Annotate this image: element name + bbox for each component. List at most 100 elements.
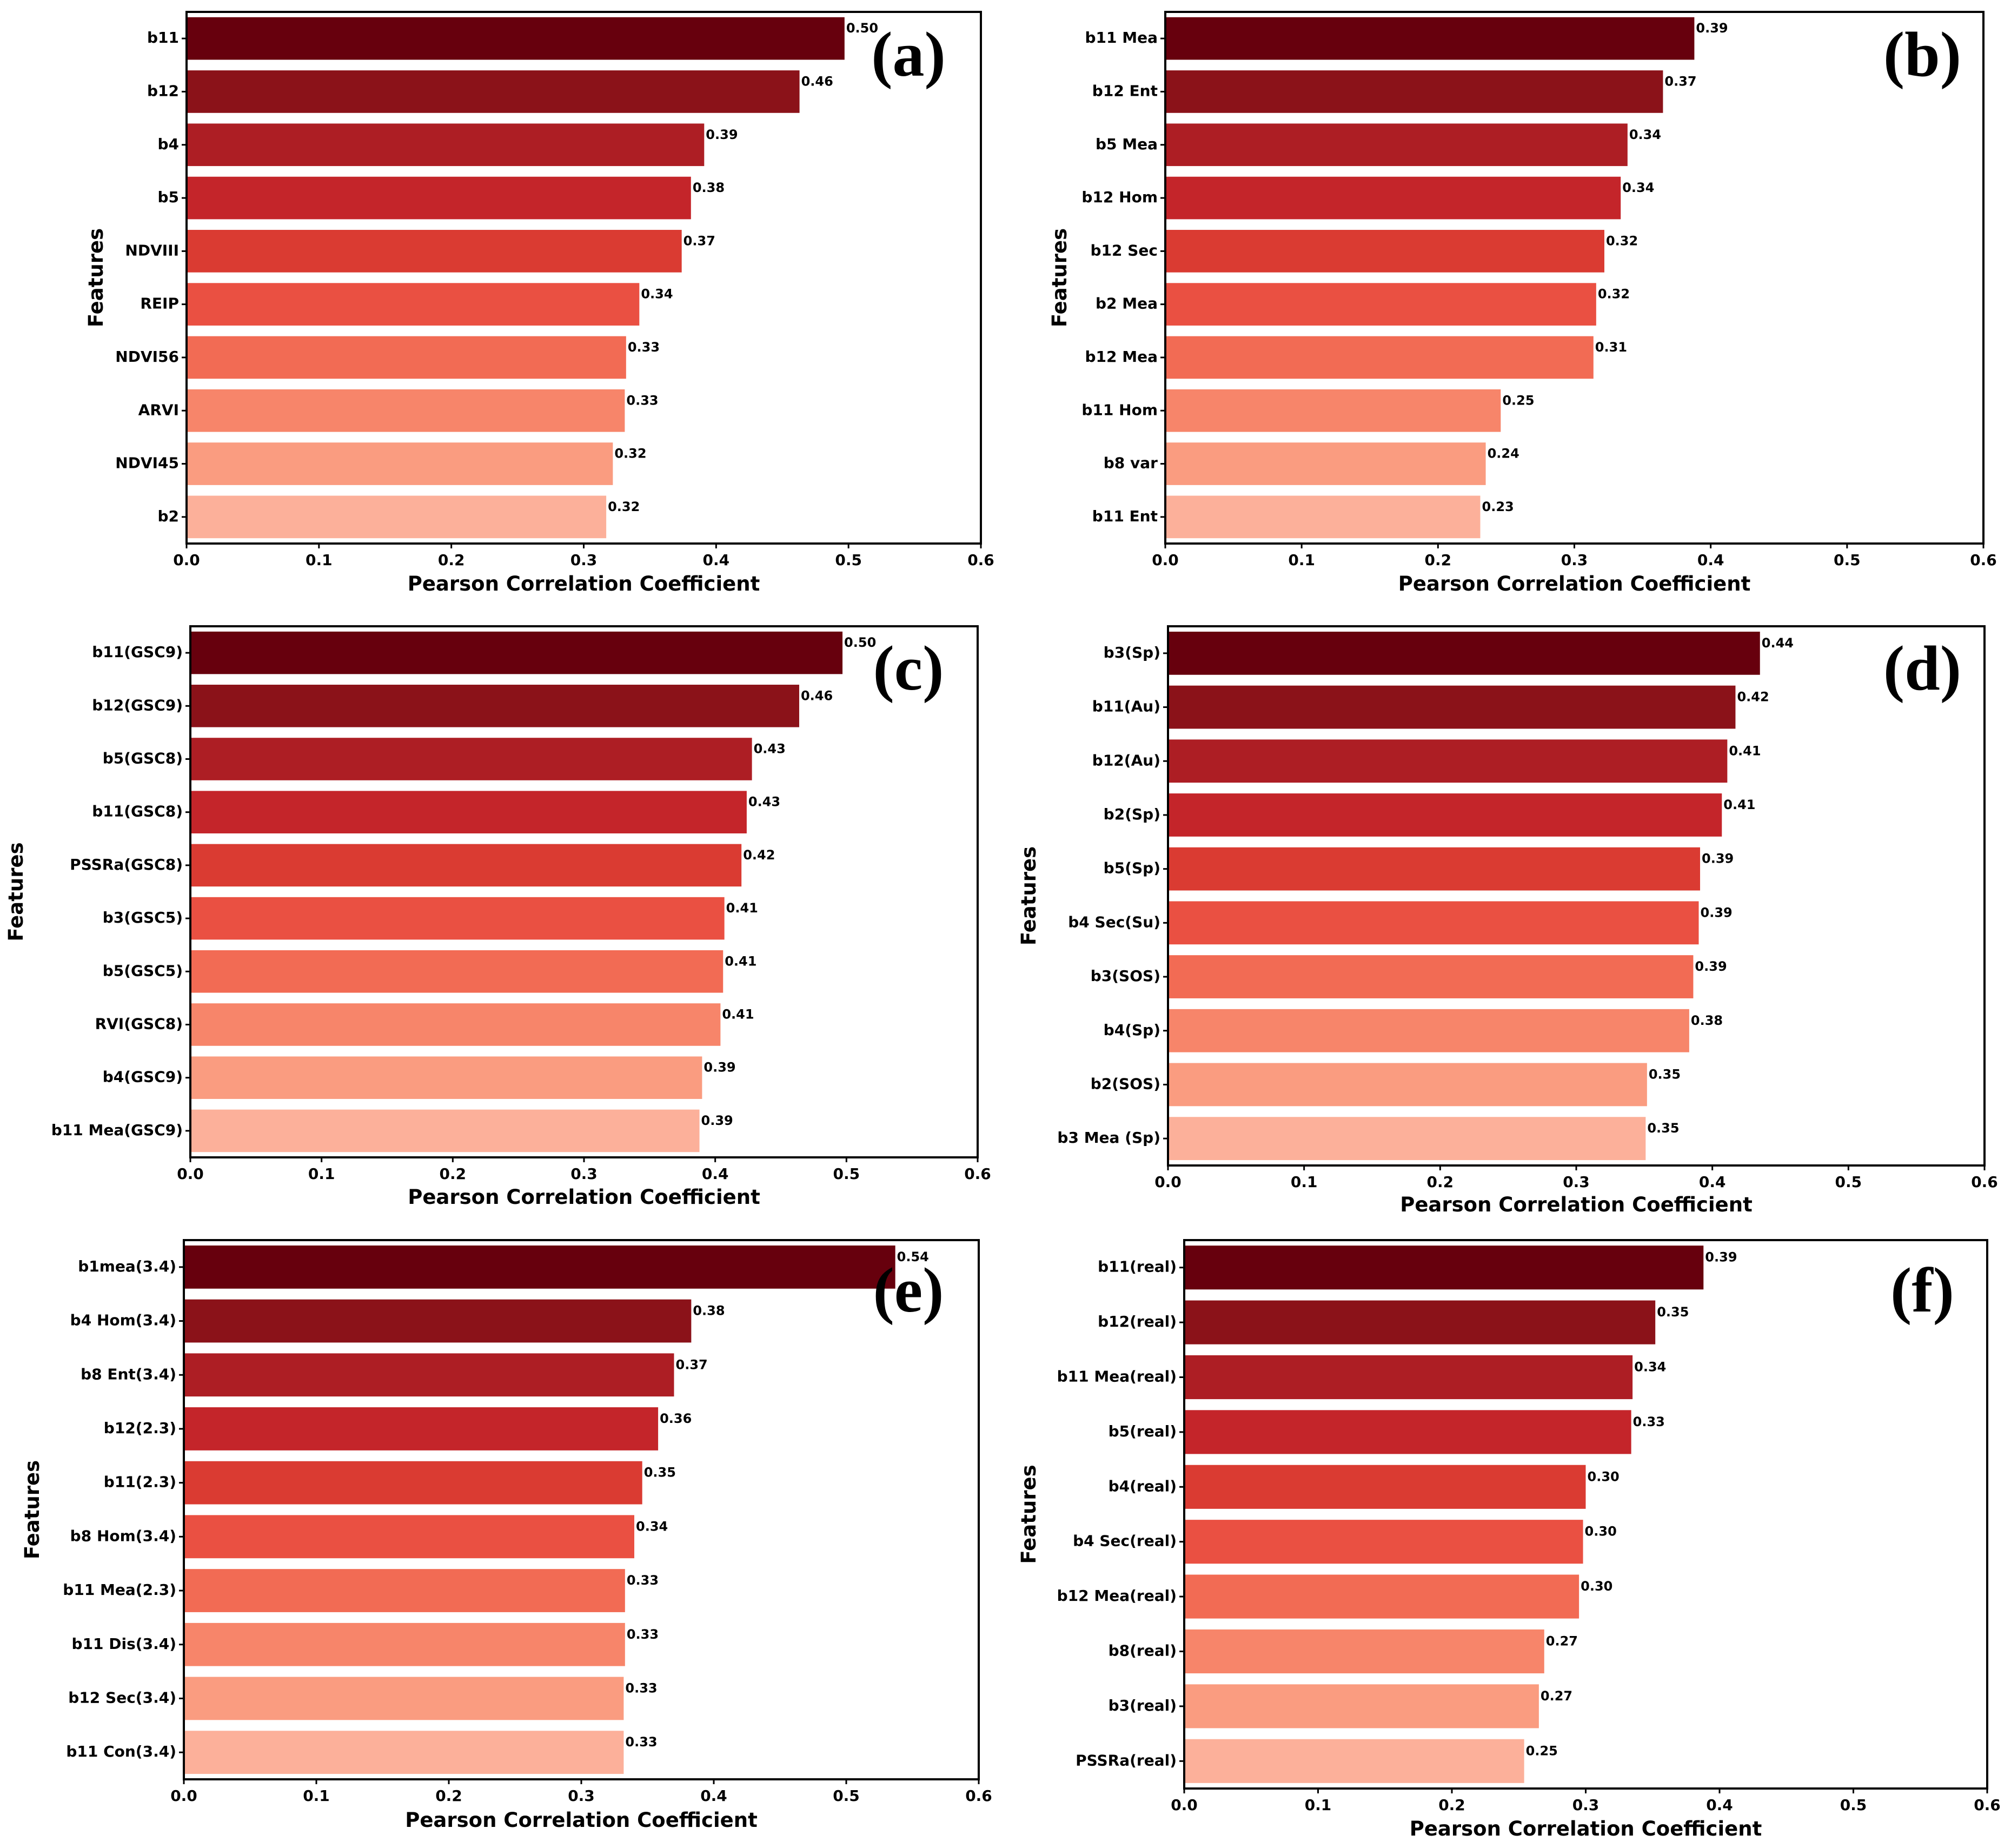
value-label: 0.41 [722, 1007, 754, 1022]
y-tick-label: b12 Sec(3.4) [68, 1688, 176, 1706]
y-tick-label: b5 [157, 188, 179, 206]
bar [1168, 793, 1722, 837]
bar [1165, 283, 1596, 326]
x-tick-label: 0.0 [1152, 551, 1179, 569]
y-tick-label: b11 Mea(real) [1057, 1368, 1177, 1386]
x-axis-title: Pearson Correlation Coefficient [1398, 572, 1751, 595]
y-tick-label: ARVI [138, 401, 179, 419]
bar [184, 1622, 625, 1666]
bar [1165, 17, 1695, 60]
value-label: 0.33 [628, 340, 660, 355]
x-tick-label: 0.3 [1563, 1173, 1590, 1191]
value-label: 0.38 [1691, 1013, 1723, 1028]
value-label: 0.41 [1723, 797, 1755, 812]
value-label: 0.30 [1581, 1579, 1612, 1594]
x-tick-label: 0.0 [177, 1165, 204, 1183]
y-tick-label: b12 [147, 82, 179, 100]
y-tick-label: b5(GSC5) [103, 962, 183, 979]
x-tick-label: 0.6 [967, 551, 994, 569]
value-label: 0.39 [1702, 851, 1734, 866]
bar [1168, 1009, 1689, 1052]
bar [1168, 955, 1694, 998]
chart-panel-c: b11(GSC9) b12(GSC9) b5(GSC8) b11(GSC8) PSSRa… [4, 625, 991, 1209]
bar [187, 70, 800, 113]
panel-label: (f) [1890, 1255, 1954, 1326]
value-label: 0.27 [1546, 1634, 1578, 1649]
value-label: 0.24 [1488, 446, 1519, 461]
value-label: 0.33 [627, 1627, 659, 1642]
x-tick-label: 0.3 [570, 551, 598, 569]
bar [190, 1109, 700, 1152]
y-axis-title: Features [1017, 846, 1040, 945]
bar [1184, 1465, 1586, 1509]
y-tick-label: b11 Dis(3.4) [72, 1635, 176, 1653]
y-tick-label: b12 Mea [1085, 348, 1158, 366]
bar [190, 950, 724, 993]
x-tick-label: 0.4 [703, 551, 730, 569]
value-label: 0.38 [693, 1303, 725, 1319]
panel-label: (b) [1883, 19, 1961, 90]
value-label: 0.39 [1695, 959, 1727, 974]
bar [184, 1731, 624, 1774]
bar [190, 791, 747, 833]
y-tick-label: NDVI45 [115, 454, 179, 472]
value-label: 0.50 [844, 635, 876, 650]
y-tick-label: b3(SOS) [1091, 967, 1160, 985]
bar [184, 1407, 659, 1450]
x-tick-label: 0.4 [1699, 1173, 1726, 1191]
value-label: 0.35 [1657, 1304, 1689, 1320]
y-tick-label: b11(2.3) [104, 1473, 176, 1491]
y-tick-label: b12 Ent [1092, 82, 1158, 100]
x-tick-label: 0.5 [1834, 551, 1861, 569]
value-label: 0.39 [1701, 905, 1733, 920]
panel-label: (e) [873, 1255, 944, 1326]
bar [1184, 1520, 1583, 1564]
x-tick-label: 0.4 [1706, 1796, 1733, 1814]
x-tick-label: 0.5 [1840, 1796, 1867, 1814]
value-label: 0.42 [743, 847, 775, 863]
y-tick-label: b5 Mea [1096, 135, 1158, 153]
x-axis-title: Pearson Correlation Coefficient [1400, 1193, 1753, 1216]
value-label: 0.35 [1647, 1121, 1679, 1136]
value-label: 0.46 [801, 688, 833, 703]
y-axis-title: Features [84, 228, 108, 327]
bar [1165, 176, 1621, 220]
bar [187, 442, 613, 485]
value-label: 0.33 [1633, 1414, 1665, 1429]
y-tick-label: REIP [140, 295, 179, 313]
bar [1184, 1574, 1579, 1619]
y-tick-label: b8 Hom(3.4) [70, 1527, 176, 1545]
y-tick-label: b12 Mea(real) [1057, 1587, 1177, 1605]
y-tick-label: b4 [157, 135, 179, 153]
value-label: 0.39 [706, 127, 738, 142]
bar [184, 1515, 634, 1559]
y-tick-label: b3(real) [1109, 1697, 1177, 1714]
value-label: 0.34 [1634, 1360, 1666, 1375]
bar [1165, 389, 1501, 432]
bar [1168, 901, 1699, 945]
bar [1184, 1629, 1544, 1674]
bar [1165, 495, 1481, 539]
y-tick-label: b8 Ent(3.4) [81, 1365, 176, 1383]
x-tick-label: 0.2 [438, 551, 465, 569]
panel-label: (c) [873, 633, 944, 704]
y-tick-label: b11 [147, 29, 179, 47]
bar [190, 897, 725, 940]
bar [1184, 1300, 1656, 1344]
y-tick-label: b8(real) [1109, 1642, 1177, 1660]
value-label: 0.31 [1595, 340, 1627, 355]
value-label: 0.38 [693, 180, 725, 195]
x-tick-label: 0.6 [1970, 551, 1997, 569]
x-axis-title: Pearson Correlation Coefficient [405, 1809, 758, 1832]
bar [1165, 123, 1628, 167]
value-label: 0.23 [1482, 499, 1514, 514]
bar [184, 1299, 692, 1343]
x-tick-label: 0.1 [303, 1787, 330, 1805]
x-tick-label: 0.4 [1697, 551, 1724, 569]
chart-panel-e: b1mea(3.4) b4 Hom(3.4) b8 Ent(3.4) b12(2.3)… [21, 1239, 992, 1832]
bar [190, 738, 752, 780]
x-tick-label: 0.2 [440, 1165, 467, 1183]
y-tick-label: b4(Sp) [1104, 1021, 1160, 1039]
value-label: 0.42 [1737, 690, 1769, 705]
